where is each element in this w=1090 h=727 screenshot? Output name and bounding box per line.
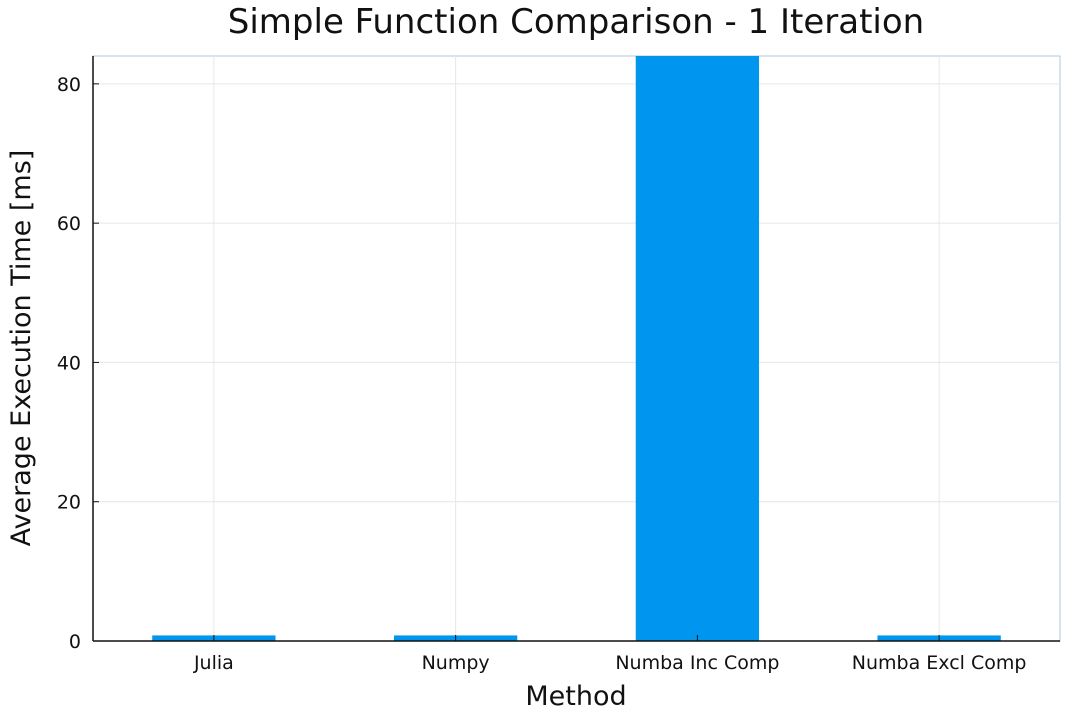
y-axis-label: Average Execution Time [ms] — [6, 150, 37, 547]
x-axis-label: Method — [525, 681, 626, 712]
plot-frame — [92, 55, 1061, 642]
tick-labels: 0 20 40 60 80 Julia Numpy Numba Inc Comp Numba E… — [57, 74, 1027, 674]
grid-lines — [92, 55, 1061, 642]
x-tick-label: Julia — [193, 652, 234, 674]
y-tick-label: 40 — [57, 352, 81, 374]
y-tick-label: 20 — [57, 492, 81, 514]
axes — [92, 56, 1060, 642]
y-tick-label: 60 — [57, 213, 81, 235]
chart-title: Simple Function Comparison - 1 Iteration — [228, 2, 924, 42]
y-tick-label: 80 — [57, 74, 81, 96]
x-tick-label: Numba Excl Comp — [852, 652, 1027, 674]
bar-numba-inc-comp — [635, 56, 760, 641]
x-tick-label: Numpy — [422, 652, 490, 674]
x-tick-label: Numba Inc Comp — [615, 652, 779, 674]
bars — [152, 56, 1001, 641]
y-tick-label: 0 — [69, 631, 81, 653]
